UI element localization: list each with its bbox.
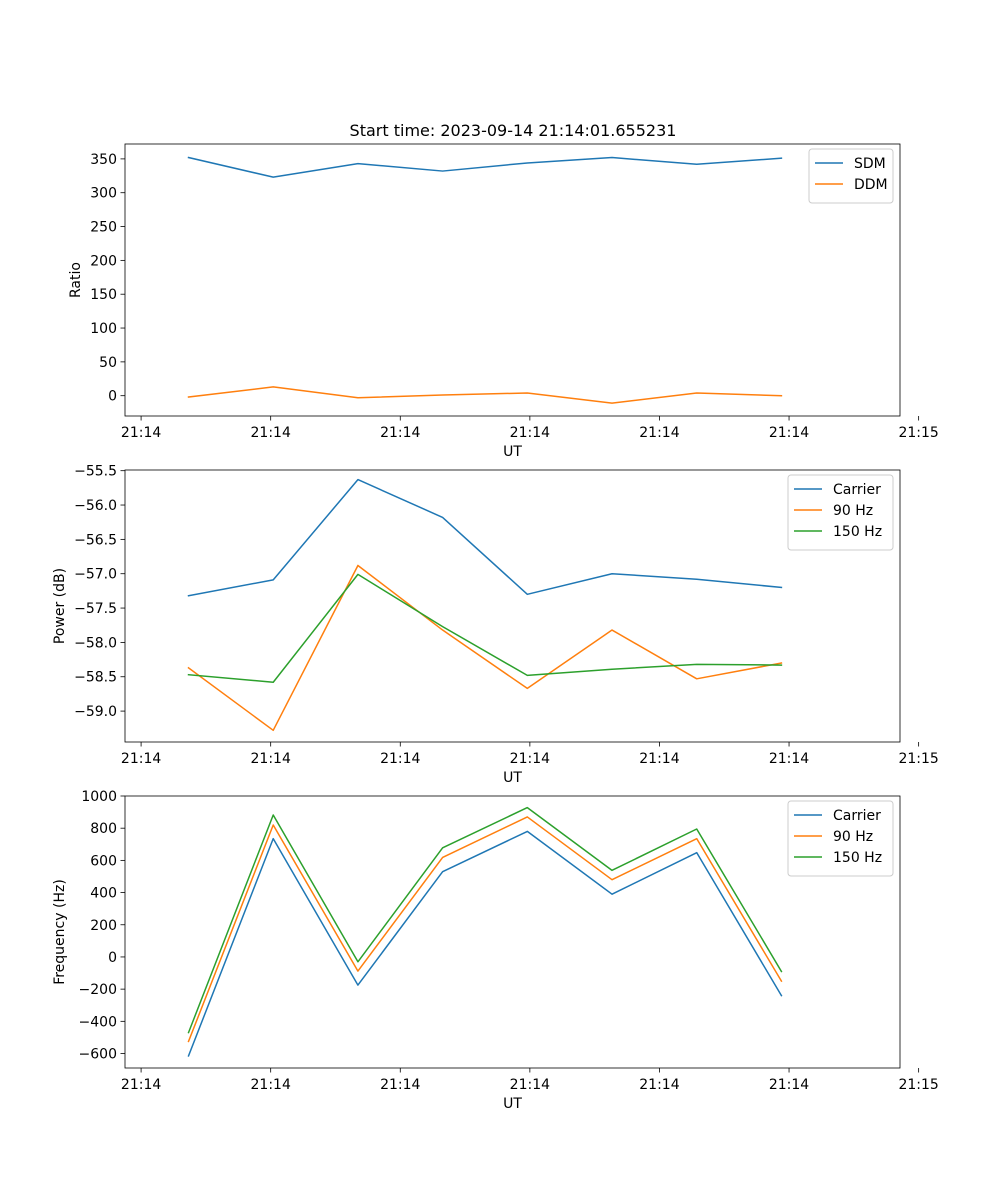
y-tick-label: −600 (79, 1047, 117, 1063)
y-tick-label: 350 (90, 152, 117, 168)
y-axis-label: Power (dB) (52, 568, 68, 644)
x-tick-label: 21:14 (510, 1077, 550, 1093)
y-tick-label: −59.0 (74, 704, 117, 720)
legend-label: 150 Hz (833, 524, 882, 540)
legend: Carrier 90 Hz 150 Hz (787, 800, 894, 877)
axes-frame (124, 143, 901, 417)
series-line-90-hz (187, 816, 783, 1043)
x-tick-label: 21:14 (121, 425, 161, 441)
y-tick-label: 300 (90, 186, 117, 202)
y-axis-label: Ratio (68, 262, 84, 298)
x-tick-label: 21:15 (898, 425, 938, 441)
subplot-1: 21:14 21:14 21:14 21:14 21:14 21:14 21:15 0 50 10… (68, 143, 939, 460)
y-tick-label: 600 (90, 853, 117, 869)
y-tick-label: −56.0 (74, 498, 117, 514)
legend-label: DDM (854, 177, 888, 193)
y-tick-label: −57.0 (74, 567, 117, 583)
axes-frame (124, 795, 901, 1069)
x-axis-label: UT (503, 444, 522, 460)
subplot-2: 21:14 21:14 21:14 21:14 21:14 21:14 21:15 −59.0… (52, 464, 939, 786)
x-tick-label: 21:14 (251, 751, 291, 767)
x-tick-label: 21:14 (639, 1077, 679, 1093)
x-tick-label: 21:14 (510, 425, 550, 441)
y-tick-label: −200 (79, 982, 117, 998)
legend-label: SDM (854, 156, 886, 172)
legend: Carrier 90 Hz 150 Hz (787, 474, 894, 551)
series-line-ddm (187, 386, 783, 404)
y-tick-label: −400 (79, 1014, 117, 1030)
x-tick-label: 21:14 (769, 425, 809, 441)
x-tick-label: 21:14 (380, 751, 420, 767)
x-axis-label: UT (503, 770, 522, 786)
subplots: 21:14 21:14 21:14 21:14 21:14 21:14 21:15 0 50 10… (52, 143, 939, 1112)
x-tick-label: 21:14 (251, 425, 291, 441)
x-tick-label: 21:15 (898, 1077, 938, 1093)
x-tick-label: 21:14 (769, 751, 809, 767)
x-axis-label: UT (503, 1096, 522, 1112)
y-tick-label: −55.5 (74, 464, 117, 480)
chart-title: Start time: 2023-09-14 21:14:01.655231 (350, 121, 677, 140)
legend: SDM DDM (808, 148, 894, 204)
y-tick-label: 100 (90, 321, 117, 337)
y-tick-label: 400 (90, 886, 117, 902)
y-tick-label: 250 (90, 220, 117, 236)
legend-label: 90 Hz (833, 503, 873, 519)
x-tick-label: 21:14 (639, 751, 679, 767)
legend-label: 150 Hz (833, 850, 882, 866)
series-line-sdm (187, 156, 783, 178)
x-tick-label: 21:14 (121, 751, 161, 767)
x-tick-label: 21:14 (380, 425, 420, 441)
y-tick-label: −56.5 (74, 532, 117, 548)
legend-label: Carrier (833, 808, 881, 824)
y-tick-label: 0 (108, 389, 117, 405)
y-tick-label: 150 (90, 287, 117, 303)
y-tick-label: 50 (99, 355, 117, 371)
y-tick-label: 1000 (81, 789, 117, 805)
y-tick-label: −58.0 (74, 635, 117, 651)
y-tick-label: −57.5 (74, 601, 117, 617)
x-tick-label: 21:14 (251, 1077, 291, 1093)
series-line-150-hz (187, 573, 783, 683)
subplot-3: 21:14 21:14 21:14 21:14 21:14 21:14 21:15 −600 −… (52, 789, 939, 1112)
x-tick-label: 21:15 (898, 751, 938, 767)
series-line-carrier (187, 478, 783, 597)
axes-frame (124, 469, 901, 743)
y-tick-label: 800 (90, 821, 117, 837)
x-tick-label: 21:14 (769, 1077, 809, 1093)
x-tick-label: 21:14 (380, 1077, 420, 1093)
legend-label: 90 Hz (833, 829, 873, 845)
x-tick-label: 21:14 (510, 751, 550, 767)
series-line-150-hz (187, 806, 783, 1034)
y-tick-label: 200 (90, 918, 117, 934)
y-axis-label: Frequency (Hz) (52, 879, 68, 985)
series-line-carrier (187, 830, 783, 1057)
x-tick-label: 21:14 (639, 425, 679, 441)
y-tick-label: 200 (90, 253, 117, 269)
legend-label: Carrier (833, 482, 881, 498)
x-tick-label: 21:14 (121, 1077, 161, 1093)
series-line-90-hz (187, 564, 783, 732)
y-tick-label: −58.5 (74, 670, 117, 686)
y-tick-label: 0 (108, 950, 117, 966)
